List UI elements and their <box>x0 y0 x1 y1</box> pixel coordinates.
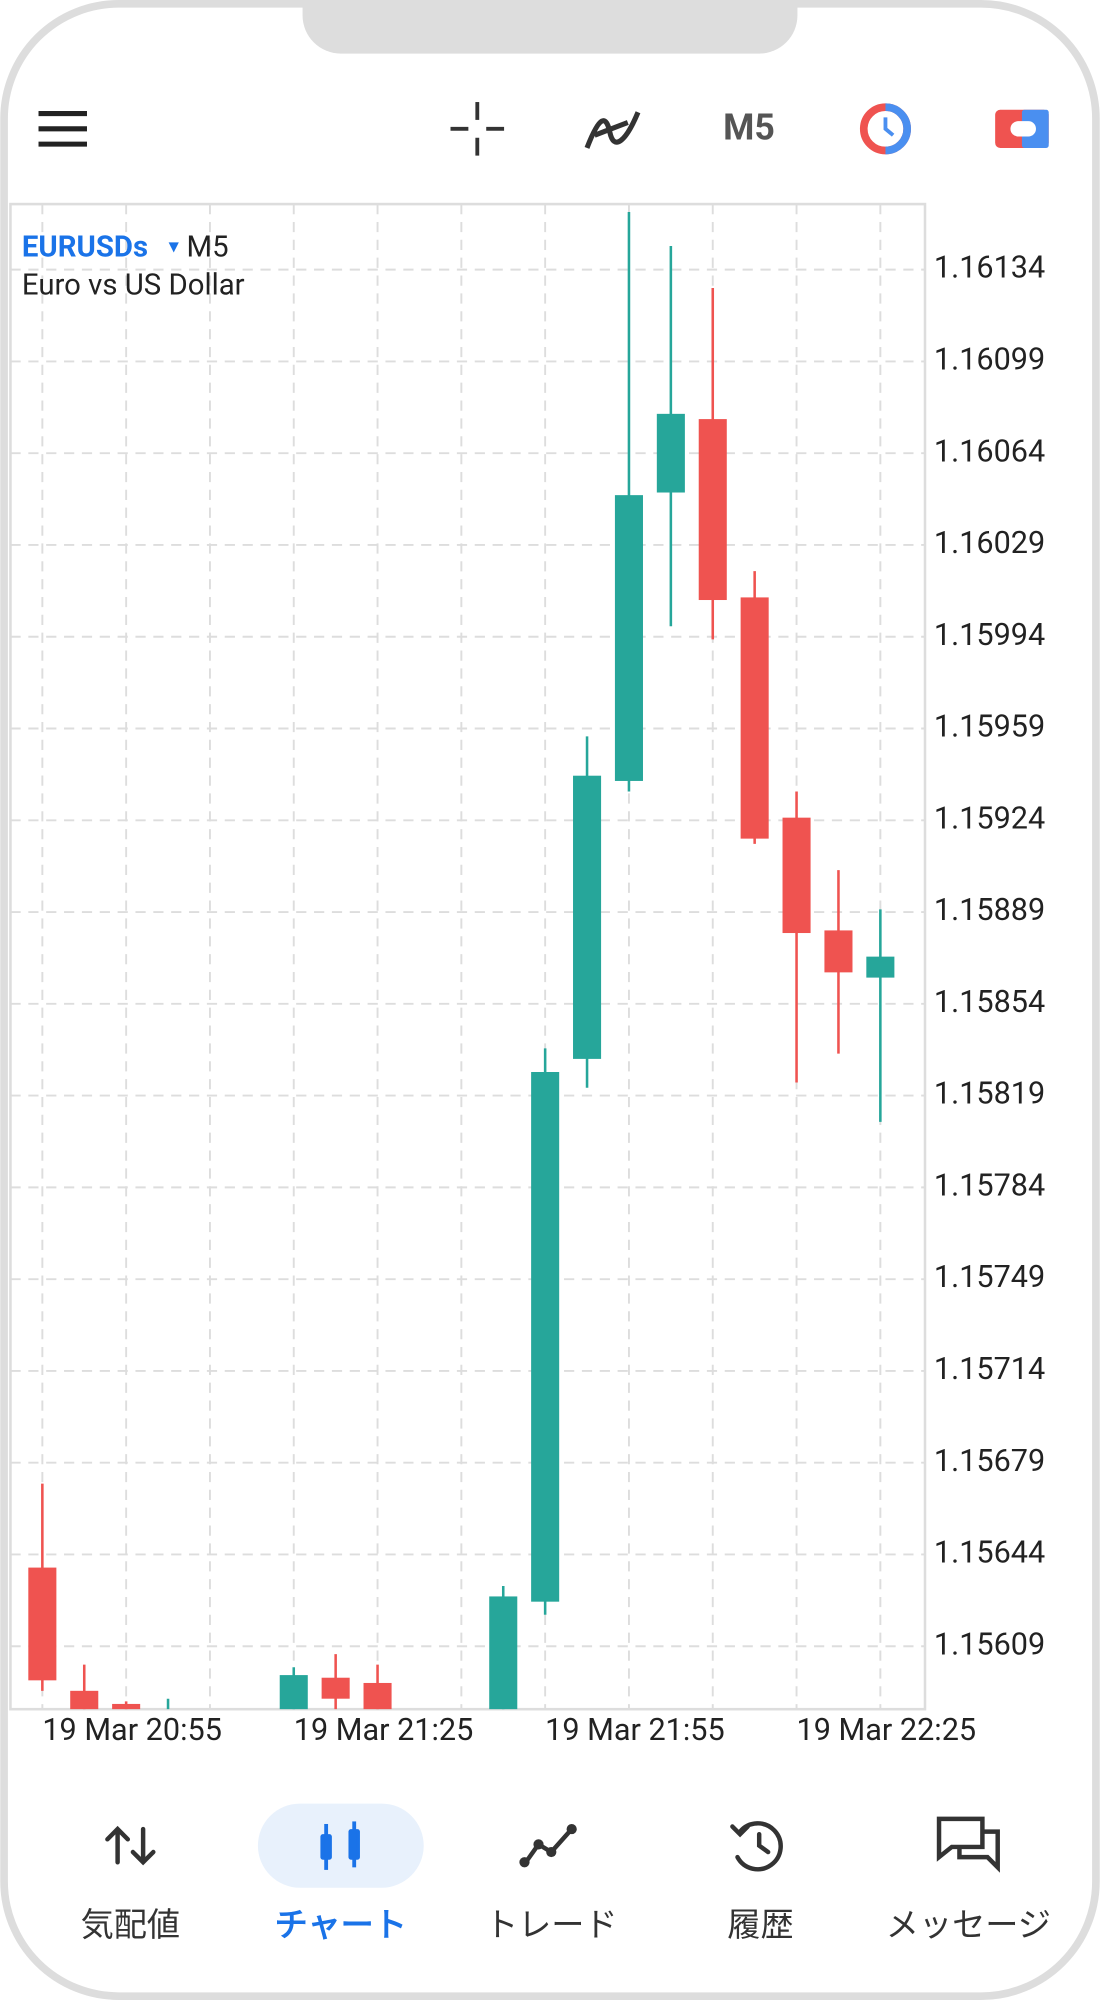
candle-body <box>112 1703 141 1710</box>
notch <box>302 0 798 54</box>
x-tick-label: 19 Mar 21:55 <box>545 1713 725 1748</box>
candle-body <box>824 930 853 973</box>
menu-button[interactable] <box>38 110 87 147</box>
crosshair-button[interactable] <box>450 102 505 156</box>
candles <box>28 211 895 1710</box>
y-tick-label: 1.16029 <box>934 526 1045 561</box>
nav-label[interactable]: 履歴 <box>727 1906 793 1945</box>
y-tick-label: 1.16064 <box>934 434 1045 469</box>
candle-body <box>573 775 602 1059</box>
y-tick-label: 1.15784 <box>934 1168 1045 1203</box>
x-tick-label: 19 Mar 22:25 <box>797 1713 977 1748</box>
y-tick-label: 1.15644 <box>934 1536 1045 1571</box>
one-click-button[interactable] <box>995 109 1049 148</box>
y-tick-label: 1.15609 <box>934 1627 1045 1662</box>
indicator-button[interactable] <box>584 111 641 149</box>
candle-body <box>656 413 685 493</box>
x-tick-label: 19 Mar 20:55 <box>42 1713 222 1748</box>
symbol-description: Euro vs US Dollar <box>22 269 245 303</box>
grid <box>10 204 925 1710</box>
y-tick-label: 1.15749 <box>934 1260 1045 1295</box>
candle-body <box>866 956 895 978</box>
timeframe-button[interactable]: M5 <box>723 107 775 149</box>
quotes-icon[interactable] <box>105 1825 156 1866</box>
chart: EURUSDs M5 Euro vs US Dollar <box>9 202 927 1711</box>
plot-border <box>9 202 927 1711</box>
candle-body <box>698 419 727 601</box>
y-tick-label: 1.15679 <box>934 1444 1045 1479</box>
symbol-dropdown[interactable] <box>168 242 179 253</box>
y-tick-label: 1.15994 <box>934 618 1045 653</box>
symbol[interactable]: EURUSDs <box>22 230 148 264</box>
trade-clock-button[interactable] <box>859 103 911 155</box>
candle-body <box>70 1690 99 1710</box>
nav-active-pill <box>257 1803 424 1888</box>
candle-body <box>740 597 769 839</box>
history-icon[interactable] <box>730 1821 783 1872</box>
chart-icon[interactable] <box>320 1821 360 1870</box>
candle-body <box>614 495 643 781</box>
y-tick-label: 1.16099 <box>934 343 1045 378</box>
candle-body <box>321 1677 350 1699</box>
y-tick-label: 1.15889 <box>934 893 1045 928</box>
candle-body <box>531 1072 560 1602</box>
nav-label[interactable]: メッセージ <box>886 1906 1051 1945</box>
chart-timeframe: M5 <box>186 230 228 264</box>
candle-body <box>279 1675 308 1710</box>
messages-icon[interactable] <box>936 1816 1000 1873</box>
nav-label[interactable]: トレード <box>485 1906 618 1945</box>
candle-body <box>363 1682 392 1710</box>
y-tick-label: 1.15854 <box>934 985 1045 1020</box>
y-tick-label: 1.15959 <box>934 710 1045 745</box>
candle-body <box>28 1567 57 1681</box>
y-tick-label: 1.15819 <box>934 1077 1045 1112</box>
nav-label[interactable]: チャート <box>275 1906 407 1945</box>
trade-icon[interactable] <box>523 1826 574 1865</box>
nav-label[interactable]: 気配値 <box>81 1906 180 1945</box>
y-tick-label: 1.16134 <box>934 251 1045 286</box>
y-tick-label: 1.15714 <box>934 1352 1045 1387</box>
candle-body <box>489 1596 518 1710</box>
candle-body <box>782 817 811 934</box>
y-tick-label: 1.15924 <box>934 801 1045 836</box>
x-tick-label: 19 Mar 21:25 <box>294 1713 474 1748</box>
